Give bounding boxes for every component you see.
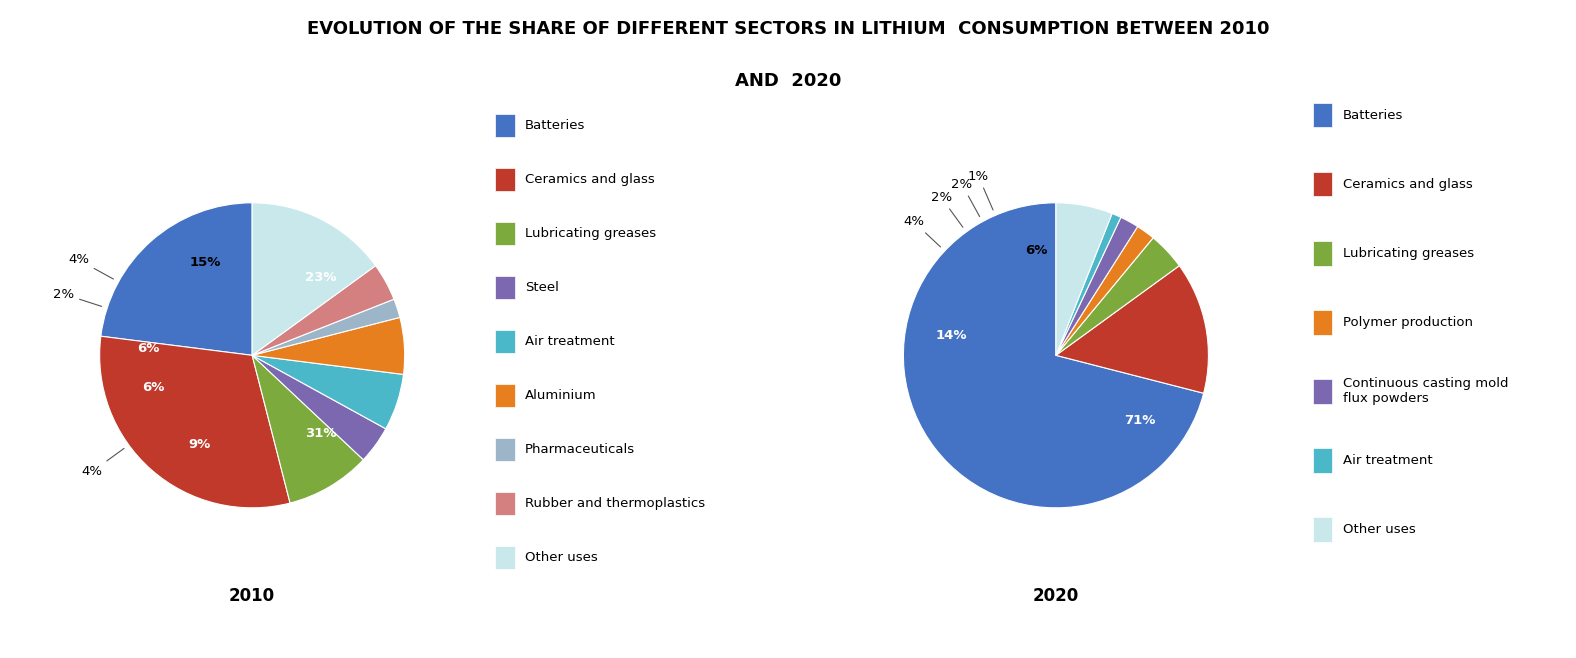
Wedge shape xyxy=(252,355,364,503)
Wedge shape xyxy=(903,203,1204,508)
Text: 4%: 4% xyxy=(82,448,125,478)
Bar xyxy=(1313,172,1332,197)
Text: Other uses: Other uses xyxy=(525,551,597,564)
Text: 9%: 9% xyxy=(188,438,211,451)
Text: Steel: Steel xyxy=(525,281,558,294)
Text: 2%: 2% xyxy=(952,178,980,216)
Text: EVOLUTION OF THE SHARE OF DIFFERENT SECTORS IN LITHIUM  CONSUMPTION BETWEEN 2010: EVOLUTION OF THE SHARE OF DIFFERENT SECT… xyxy=(307,20,1269,38)
Text: Pharmaceuticals: Pharmaceuticals xyxy=(525,443,635,456)
Wedge shape xyxy=(1056,238,1179,355)
Bar xyxy=(495,546,515,569)
Text: 2010: 2010 xyxy=(229,587,276,605)
Bar xyxy=(1313,241,1332,266)
Text: 6%: 6% xyxy=(137,342,159,355)
Text: Air treatment: Air treatment xyxy=(525,335,615,348)
Bar xyxy=(495,330,515,353)
Text: Lubricating greases: Lubricating greases xyxy=(1343,247,1474,260)
Text: 71%: 71% xyxy=(1125,415,1155,427)
Bar xyxy=(1313,448,1332,472)
Text: AND  2020: AND 2020 xyxy=(734,72,842,90)
Text: 1%: 1% xyxy=(968,170,993,210)
Wedge shape xyxy=(252,266,394,355)
Text: 14%: 14% xyxy=(935,329,966,342)
Text: Air treatment: Air treatment xyxy=(1343,454,1433,467)
Bar xyxy=(1313,103,1332,128)
Text: Batteries: Batteries xyxy=(525,119,585,132)
Text: Aluminium: Aluminium xyxy=(525,389,596,402)
Text: Lubricating greases: Lubricating greases xyxy=(525,227,656,240)
Wedge shape xyxy=(252,355,386,460)
Bar xyxy=(495,384,515,407)
Wedge shape xyxy=(1056,217,1138,355)
Wedge shape xyxy=(1056,213,1121,355)
Text: Polymer production: Polymer production xyxy=(1343,316,1474,329)
Bar xyxy=(495,438,515,461)
Text: Rubber and thermoplastics: Rubber and thermoplastics xyxy=(525,497,704,510)
Bar xyxy=(495,492,515,515)
Bar xyxy=(495,114,515,137)
Wedge shape xyxy=(252,355,403,429)
Text: 2020: 2020 xyxy=(1032,587,1080,605)
Bar xyxy=(1313,379,1332,403)
Text: Ceramics and glass: Ceramics and glass xyxy=(525,173,654,186)
Text: 6%: 6% xyxy=(142,381,165,394)
Text: 6%: 6% xyxy=(1024,244,1046,257)
Wedge shape xyxy=(1056,266,1209,393)
Wedge shape xyxy=(252,203,375,355)
Text: Ceramics and glass: Ceramics and glass xyxy=(1343,178,1472,191)
Text: Continuous casting mold
flux powders: Continuous casting mold flux powders xyxy=(1343,377,1508,405)
Bar xyxy=(1313,517,1332,542)
Wedge shape xyxy=(1056,203,1113,355)
Bar xyxy=(1313,310,1332,335)
Wedge shape xyxy=(101,203,252,355)
Text: Other uses: Other uses xyxy=(1343,523,1415,536)
Wedge shape xyxy=(252,317,405,374)
Bar xyxy=(495,276,515,299)
Bar xyxy=(495,168,515,191)
Bar xyxy=(495,222,515,245)
Wedge shape xyxy=(252,299,400,355)
Text: 2%: 2% xyxy=(930,191,963,227)
Text: 4%: 4% xyxy=(68,253,113,279)
Text: 2%: 2% xyxy=(54,288,101,307)
Wedge shape xyxy=(99,336,290,508)
Text: Batteries: Batteries xyxy=(1343,109,1403,122)
Text: 15%: 15% xyxy=(189,257,221,269)
Wedge shape xyxy=(1056,226,1154,355)
Text: 4%: 4% xyxy=(903,215,941,247)
Text: 23%: 23% xyxy=(306,271,337,284)
Text: 31%: 31% xyxy=(306,426,337,440)
